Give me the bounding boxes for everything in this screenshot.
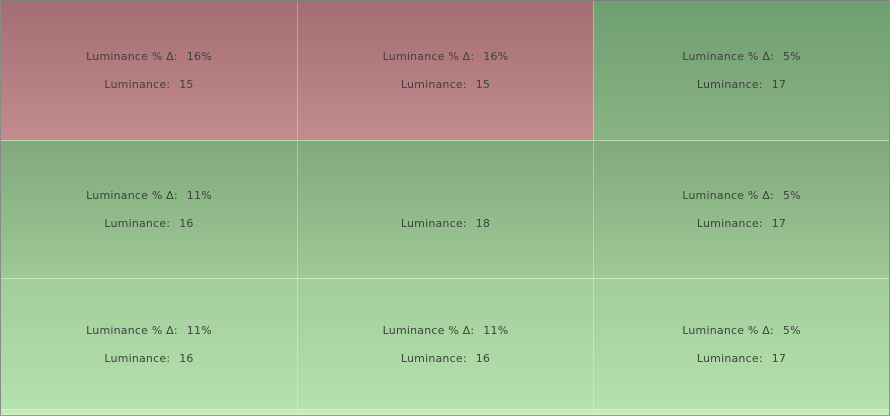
zone-cell-r2c2: Luminance: 18	[297, 140, 593, 278]
luminance-line: Luminance: 17	[697, 78, 786, 91]
delta-line: Luminance % Δ: 16%	[86, 50, 212, 63]
delta-label: Luminance % Δ:	[682, 189, 774, 202]
delta-line	[441, 189, 450, 202]
luminance-label: Luminance:	[104, 217, 171, 230]
luminance-value: 17	[771, 217, 787, 230]
zone-cell-r3c3: Luminance % Δ: 5% Luminance: 17	[593, 278, 889, 409]
luminance-line: Luminance: 18	[401, 217, 490, 230]
luminance-label: Luminance:	[400, 217, 467, 230]
zone-cell-r1c2: Luminance % Δ: 16% Luminance: 15	[297, 1, 593, 140]
delta-value: 5%	[782, 50, 801, 63]
delta-label: Luminance % Δ:	[682, 323, 774, 337]
delta-value: 11%	[186, 323, 212, 337]
delta-value: 5%	[782, 323, 801, 337]
delta-line: Luminance % Δ: 11%	[86, 189, 212, 202]
delta-label: Luminance % Δ:	[382, 323, 475, 337]
zone-cell-r2c1: Luminance % Δ: 11% Luminance: 16	[1, 140, 297, 278]
luminance-line: Luminance: 17	[697, 352, 786, 365]
delta-value: 16%	[186, 50, 212, 63]
delta-label: Luminance % Δ:	[86, 189, 178, 202]
luminance-line: Luminance: 15	[104, 78, 193, 91]
luminance-line: Luminance: 16	[104, 352, 193, 365]
luminance-value: 16	[179, 217, 194, 230]
luminance-label: Luminance:	[104, 351, 171, 365]
luminance-value: 15	[179, 78, 194, 91]
delta-label: Luminance % Δ:	[682, 50, 774, 63]
delta-line: Luminance % Δ: 5%	[682, 189, 801, 202]
zone-cell-r3c2: Luminance % Δ: 11% Luminance: 16	[297, 278, 593, 409]
delta-line: Luminance % Δ: 5%	[682, 324, 801, 337]
zone-cell-r1c3: Luminance % Δ: 5% Luminance: 17	[593, 1, 889, 140]
delta-line: Luminance % Δ: 11%	[383, 324, 509, 337]
zone-cell-r1c1: Luminance % Δ: 16% Luminance: 15	[1, 1, 297, 140]
delta-label: Luminance % Δ:	[382, 50, 475, 63]
luminance-value: 16	[179, 351, 194, 365]
delta-label: Luminance % Δ:	[86, 323, 178, 337]
delta-value: 11%	[483, 323, 509, 337]
luminance-value: 18	[475, 217, 491, 230]
luminance-label: Luminance:	[400, 351, 467, 365]
luminance-value: 16	[475, 351, 491, 365]
luminance-value: 15	[475, 78, 491, 91]
luminance-line: Luminance: 17	[697, 217, 786, 230]
luminance-label: Luminance:	[696, 217, 763, 230]
delta-label: Luminance % Δ:	[86, 50, 178, 63]
delta-value: 5%	[782, 189, 801, 202]
zone-cell-r2c3: Luminance % Δ: 5% Luminance: 17	[593, 140, 889, 278]
luminance-line: Luminance: 16	[104, 217, 193, 230]
luminance-label: Luminance:	[104, 78, 171, 91]
delta-line: Luminance % Δ: 16%	[383, 50, 509, 63]
luminance-label: Luminance:	[400, 78, 467, 91]
luminance-value: 17	[771, 78, 787, 91]
zone-cell-r3c1: Luminance % Δ: 11% Luminance: 16	[1, 278, 297, 409]
delta-line: Luminance % Δ: 5%	[682, 50, 801, 63]
delta-value: 16%	[483, 50, 509, 63]
luminance-label: Luminance:	[696, 78, 763, 91]
luminance-line: Luminance: 15	[401, 78, 490, 91]
delta-value: 11%	[186, 189, 212, 202]
delta-line: Luminance % Δ: 11%	[86, 324, 212, 337]
luminance-label: Luminance:	[696, 351, 763, 365]
luminance-value: 17	[771, 351, 787, 365]
luminance-line: Luminance: 16	[401, 352, 490, 365]
zone-grid: Luminance % Δ: 16% Luminance: 15 Luminance…	[1, 1, 889, 409]
bottom-strip	[1, 409, 889, 415]
